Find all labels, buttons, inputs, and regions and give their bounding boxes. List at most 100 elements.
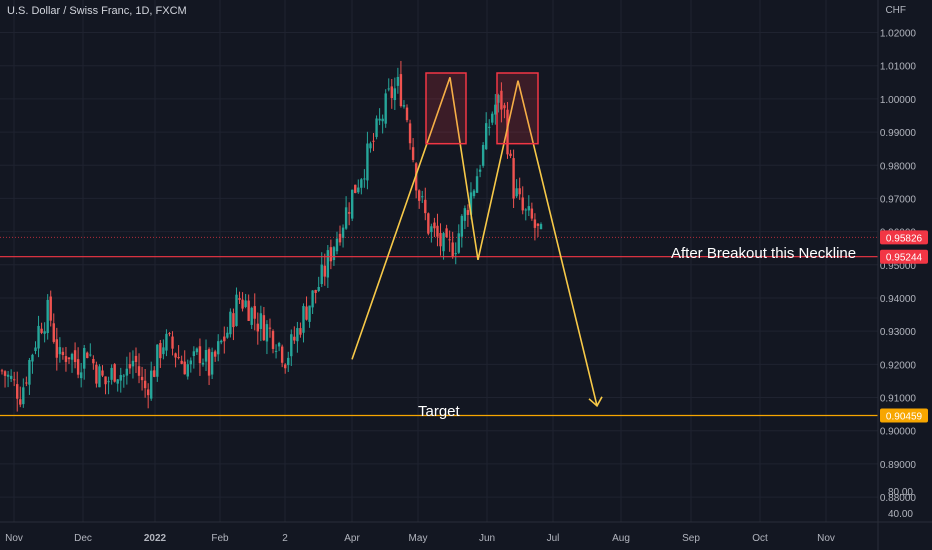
time-tick-label: Apr — [344, 533, 360, 544]
candle-body — [530, 208, 534, 219]
candle-body — [375, 118, 378, 137]
candle-body — [3, 371, 7, 376]
candle-body — [125, 368, 129, 376]
price-label-tag — [880, 230, 928, 245]
candle-body — [198, 346, 202, 364]
candle-body — [244, 300, 247, 307]
candle-body — [475, 176, 479, 193]
candle-body — [491, 113, 494, 123]
candle-body — [521, 197, 524, 211]
price-label-text: 0.90459 — [886, 411, 923, 422]
candle-body — [387, 88, 390, 90]
candle-body — [98, 366, 101, 388]
candle-body — [52, 323, 55, 342]
candle-body — [201, 362, 205, 365]
candle-body — [195, 348, 199, 353]
candle-body — [61, 351, 65, 356]
time-tick-label: Jun — [479, 533, 495, 544]
candle-body — [506, 109, 509, 155]
time-tick-label: Nov — [817, 533, 835, 544]
candle-body — [186, 364, 189, 377]
candle-body — [207, 349, 211, 376]
candle-body — [271, 330, 275, 349]
price-tick-label: 0.97000 — [880, 194, 917, 205]
candle-body — [16, 384, 19, 399]
candle-body — [539, 224, 543, 230]
scale-tick-label: 80.00 — [888, 487, 913, 498]
candle-body — [518, 188, 521, 195]
candle-body — [360, 179, 363, 188]
candle-body — [347, 212, 351, 214]
price-tick-label: 0.95000 — [880, 261, 917, 272]
candle-body — [439, 232, 442, 247]
target-annotation: Target — [418, 403, 460, 420]
candle-body — [329, 247, 333, 262]
candle-body — [390, 86, 393, 98]
candle-body — [442, 233, 445, 252]
candle-body — [67, 357, 71, 360]
candle-body — [332, 247, 336, 261]
candle-body — [64, 356, 68, 362]
candle-body — [31, 354, 34, 362]
candle-body — [6, 374, 10, 377]
candle-body — [417, 190, 421, 201]
time-tick-label: Feb — [211, 533, 229, 544]
price-tick-label: 1.00000 — [880, 95, 917, 106]
candle-body — [335, 238, 339, 252]
candle-body — [320, 264, 323, 285]
price-tick-label: 0.92000 — [880, 360, 917, 371]
price-axis: 1.02000 1.01000 1.00000 0.99000 0.98000 0.970… — [877, 0, 928, 550]
candle-body — [143, 380, 147, 389]
peak-box — [496, 72, 539, 145]
time-tick-label: Aug — [612, 533, 630, 544]
candle-body — [354, 184, 357, 193]
candle-body — [177, 357, 180, 359]
candle-body — [433, 222, 436, 229]
candle-body — [287, 357, 290, 366]
candle-body — [235, 294, 238, 326]
candle-body — [229, 311, 232, 335]
grid — [0, 0, 878, 522]
candle-body — [34, 347, 37, 351]
candle-body — [247, 300, 250, 321]
candle-body — [274, 350, 278, 352]
candle-body — [171, 336, 174, 349]
candle-body — [454, 253, 457, 255]
candle-body — [241, 299, 244, 309]
price-label-tag — [880, 408, 928, 423]
candle-body — [210, 352, 214, 375]
candle-body — [183, 361, 186, 375]
candle-body — [189, 360, 193, 365]
candle-body — [253, 306, 256, 319]
candle-body — [317, 286, 320, 291]
candle-body — [488, 126, 491, 128]
candle-body — [73, 350, 77, 363]
peak-box — [425, 72, 467, 145]
neckline-annotation: After Breakout this Neckline — [671, 245, 857, 262]
candle-body — [503, 105, 506, 109]
target-arrow-head — [588, 396, 603, 408]
candle-body — [153, 370, 156, 377]
candle-body — [284, 364, 287, 369]
candle-body — [92, 358, 95, 364]
candle-body — [344, 207, 348, 229]
candle-body — [262, 315, 266, 341]
candle-body — [79, 372, 83, 379]
candle-body — [134, 355, 138, 362]
candle-body — [192, 351, 196, 357]
time-tick-label: Oct — [752, 533, 768, 544]
candle-body — [408, 123, 412, 144]
candle-body — [122, 375, 126, 377]
candle-body — [402, 105, 406, 107]
candle-body — [76, 359, 80, 375]
candle-body — [37, 325, 40, 349]
price-tick-label: 0.94000 — [880, 294, 917, 305]
candle-body — [436, 225, 439, 237]
candle-body — [159, 343, 162, 359]
candle-body — [305, 306, 308, 320]
candle-body — [128, 364, 132, 369]
price-tick-label: 0.98000 — [880, 161, 917, 172]
candle-body — [223, 336, 226, 342]
price-label-text: 0.95826 — [886, 233, 923, 244]
